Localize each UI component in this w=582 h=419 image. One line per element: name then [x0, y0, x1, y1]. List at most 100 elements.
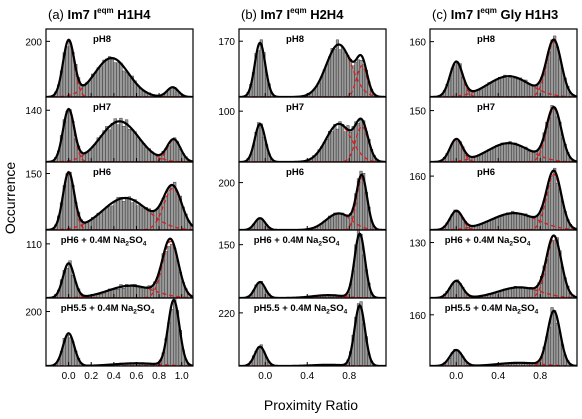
- histogram-bar: [328, 56, 332, 97]
- x-tick-label: 0.4: [491, 371, 505, 382]
- histogram-bar: [505, 289, 509, 298]
- y-tick-label: 100: [218, 107, 235, 118]
- text-span: SO: [129, 235, 143, 246]
- histogram-bar: [124, 197, 129, 230]
- panel-frame: [45, 297, 194, 367]
- histogram-bar: [119, 62, 123, 97]
- histogram-bar: [550, 176, 554, 230]
- histogram-bar: [338, 213, 342, 230]
- component-fit-curve: [46, 120, 193, 162]
- histogram-bar: [555, 182, 559, 230]
- histogram-bar: [490, 148, 494, 162]
- histogram-bar: [116, 124, 120, 162]
- panel-plot-area: [46, 170, 193, 230]
- histogram-bar: [116, 289, 120, 298]
- panel-condition-label: pH8: [477, 34, 495, 45]
- histogram-bar: [333, 124, 337, 162]
- panel-2: 150 pH7: [409, 96, 578, 163]
- histogram-bar: [532, 151, 536, 162]
- histogram-bar: [124, 72, 129, 97]
- histogram-bar: [105, 58, 109, 97]
- y-tick-label: 220: [218, 309, 235, 320]
- panel-condition-label: pH8: [93, 34, 111, 45]
- histogram-bar: [175, 194, 180, 230]
- histogram-bar: [99, 66, 103, 97]
- text-span: pH8: [286, 34, 304, 45]
- panel-1: 160 pH8: [409, 28, 578, 98]
- panel-condition-label: pH5.5 + 0.4M Na2SO4: [61, 303, 155, 316]
- histogram-bar: [343, 131, 347, 162]
- text-span: SO: [513, 235, 527, 246]
- text-span: Gly H1H3: [497, 7, 558, 22]
- text-span: pH6 + 0.4M Na: [445, 235, 510, 246]
- histogram-bar: [532, 218, 536, 230]
- text-span: 4: [535, 309, 539, 316]
- histogram-bar: [526, 216, 530, 230]
- y-tick-label: 130: [409, 239, 426, 250]
- histogram-bar: [127, 286, 132, 298]
- histogram-bar: [335, 128, 339, 162]
- histogram-bar: [550, 39, 554, 97]
- histogram-bar: [107, 56, 112, 97]
- panel-1: 170 pH8: [218, 28, 387, 98]
- panel-plot-area: [239, 170, 386, 230]
- histogram-bar: [130, 202, 134, 230]
- histogram-bar: [65, 111, 69, 162]
- histogram-bar: [508, 75, 512, 97]
- panel-4: 110 pH6 + 0.4M Na2SO4: [26, 229, 194, 299]
- column-title: (c) Im7 Ieqm Gly H1H3: [432, 6, 558, 22]
- component-fit-curve: [46, 57, 193, 97]
- text-span: 2: [517, 309, 521, 316]
- histogram-bar: [341, 123, 345, 162]
- total-fit-curve: [46, 38, 193, 97]
- histogram-bar: [553, 310, 557, 366]
- histogram-bar: [338, 121, 342, 162]
- histogram-bar: [508, 213, 512, 230]
- total-fit-curve: [239, 117, 386, 162]
- histogram-bar: [550, 240, 554, 298]
- histogram-bar: [553, 167, 557, 230]
- histogram-bar: [343, 216, 347, 230]
- panel-plot-area: [46, 107, 193, 162]
- panel-condition-label: pH6: [286, 167, 304, 178]
- histogram-bar: [130, 129, 134, 162]
- histogram-bar: [257, 283, 261, 298]
- text-span: pH7: [286, 102, 304, 113]
- histogram-bar: [555, 322, 559, 366]
- panel-condition-label: pH6: [93, 167, 111, 178]
- histogram-bar: [113, 118, 117, 162]
- histogram-bar: [456, 62, 460, 97]
- histogram-bar: [547, 326, 551, 366]
- histogram-bar: [338, 49, 342, 97]
- histogram-bar: [335, 214, 339, 230]
- histogram-bar: [102, 209, 106, 230]
- panel-condition-label: pH6: [477, 167, 495, 178]
- histogram-bar: [346, 55, 350, 97]
- histogram-bar: [170, 308, 174, 366]
- panel-condition-label: pH6 + 0.4M Na2SO4: [254, 235, 340, 248]
- histogram-bar: [453, 64, 457, 97]
- text-span: pH7: [93, 102, 111, 113]
- text-span: (c): [432, 7, 451, 22]
- histogram-bar: [519, 288, 523, 298]
- y-tick-label: 140: [25, 106, 42, 117]
- total-fit-curve: [239, 304, 386, 366]
- histogram-bar: [500, 77, 504, 97]
- histogram-bar: [503, 214, 507, 230]
- histogram-bar: [477, 90, 481, 97]
- text-span: eqm: [480, 6, 496, 15]
- panel-3: 160 pH6: [409, 161, 578, 231]
- histogram-bar: [79, 85, 83, 97]
- histogram-bar: [490, 83, 494, 97]
- panel-condition-label: pH6 + 0.4M Na2SO4: [61, 235, 147, 248]
- histogram-bar: [119, 197, 123, 230]
- text-span: 2: [133, 309, 137, 316]
- text-span: eqm: [290, 6, 306, 15]
- histogram-bar: [93, 216, 98, 230]
- text-span: 4: [527, 241, 531, 248]
- histogram-bar: [122, 201, 126, 230]
- histogram-bar: [521, 146, 525, 162]
- panel-condition-label: pH7: [93, 102, 111, 113]
- histogram-bar: [139, 205, 143, 230]
- histogram-bar: [519, 145, 523, 162]
